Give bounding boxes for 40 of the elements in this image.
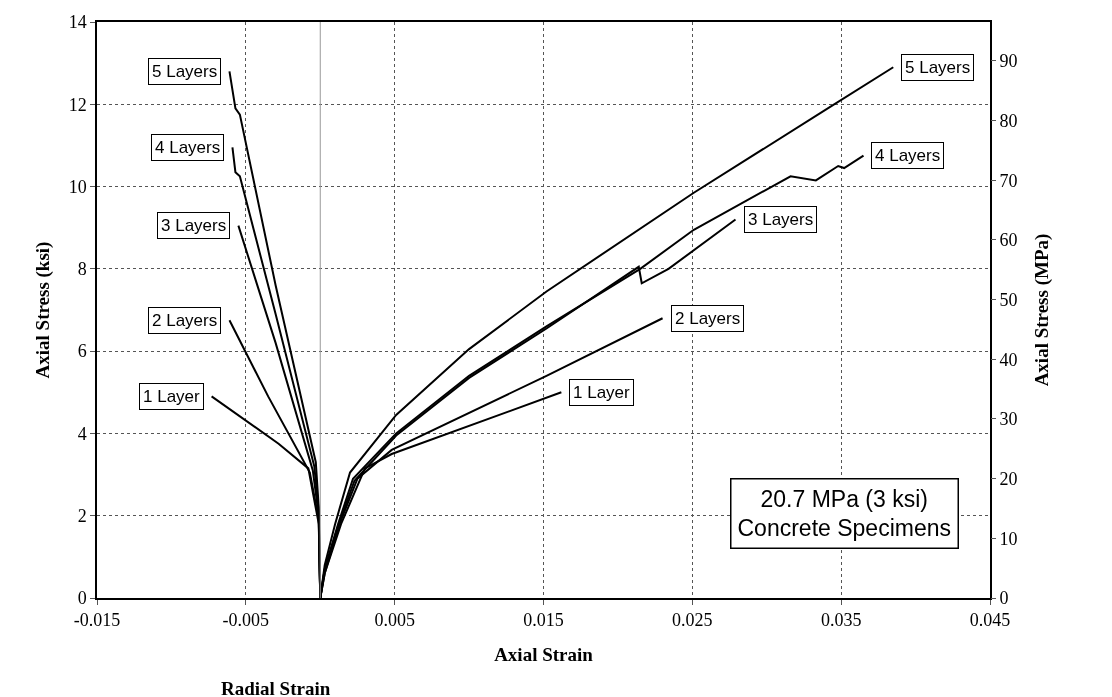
y2-tick-label: 50	[999, 289, 1018, 310]
y-tick-label: 8	[77, 259, 87, 280]
x-axis-title: Axial Strain	[494, 643, 594, 665]
y-tick-label: 2	[77, 506, 87, 527]
series-label: 4 Layers	[155, 138, 221, 157]
y-tick-label: 10	[68, 176, 87, 197]
y-tick-label: 0	[77, 588, 87, 609]
y2-tick-label: 30	[999, 409, 1018, 430]
x-tick-label: 0.015	[523, 610, 564, 631]
series-label: 1 Layer	[143, 387, 201, 406]
y2-axis-title: Axial Stress (MPa)	[1031, 233, 1054, 387]
series-label: 4 Layers	[875, 146, 941, 165]
y-axis-title: Axial Stress (ksi)	[32, 241, 54, 379]
series-label: 1 Layer	[573, 383, 631, 402]
y2-tick-label: 90	[999, 51, 1018, 72]
y-tick-label: 12	[68, 94, 87, 115]
x-tick-label: 0.005	[374, 610, 415, 631]
series-label: 5 Layers	[905, 58, 971, 77]
x-tick-label: 0.035	[820, 610, 862, 631]
y2-tick-label: 70	[999, 170, 1018, 191]
series-label: 5 Layers	[152, 62, 218, 81]
series-label: 2 Layers	[675, 309, 741, 328]
y2-tick-label: 80	[999, 110, 1018, 131]
y2-tick-label: 10	[999, 528, 1018, 549]
y2-tick-label: 60	[999, 230, 1018, 251]
y-tick-label: 14	[68, 12, 87, 33]
x-tick-label: 0.025	[672, 610, 713, 631]
annotation: 20.7 MPa (3 ksi) Concrete Specimens	[737, 485, 951, 542]
series-label: 3 Layers	[748, 210, 814, 229]
y2-tick-label: 40	[999, 349, 1018, 370]
series-label: 2 Layers	[152, 311, 218, 330]
x-tick-label: -0.005	[222, 610, 270, 631]
y2-tick-label: 0	[999, 588, 1009, 609]
text: Radial Strain	[221, 678, 331, 697]
x-tick-label: 0.045	[969, 610, 1011, 631]
y2-tick-label: 20	[999, 468, 1018, 489]
y-tick-label: 4	[77, 423, 87, 444]
series-label: 3 Layers	[161, 216, 227, 235]
y-tick-label: 6	[77, 341, 87, 362]
x-tick-label: -0.015	[73, 610, 121, 631]
